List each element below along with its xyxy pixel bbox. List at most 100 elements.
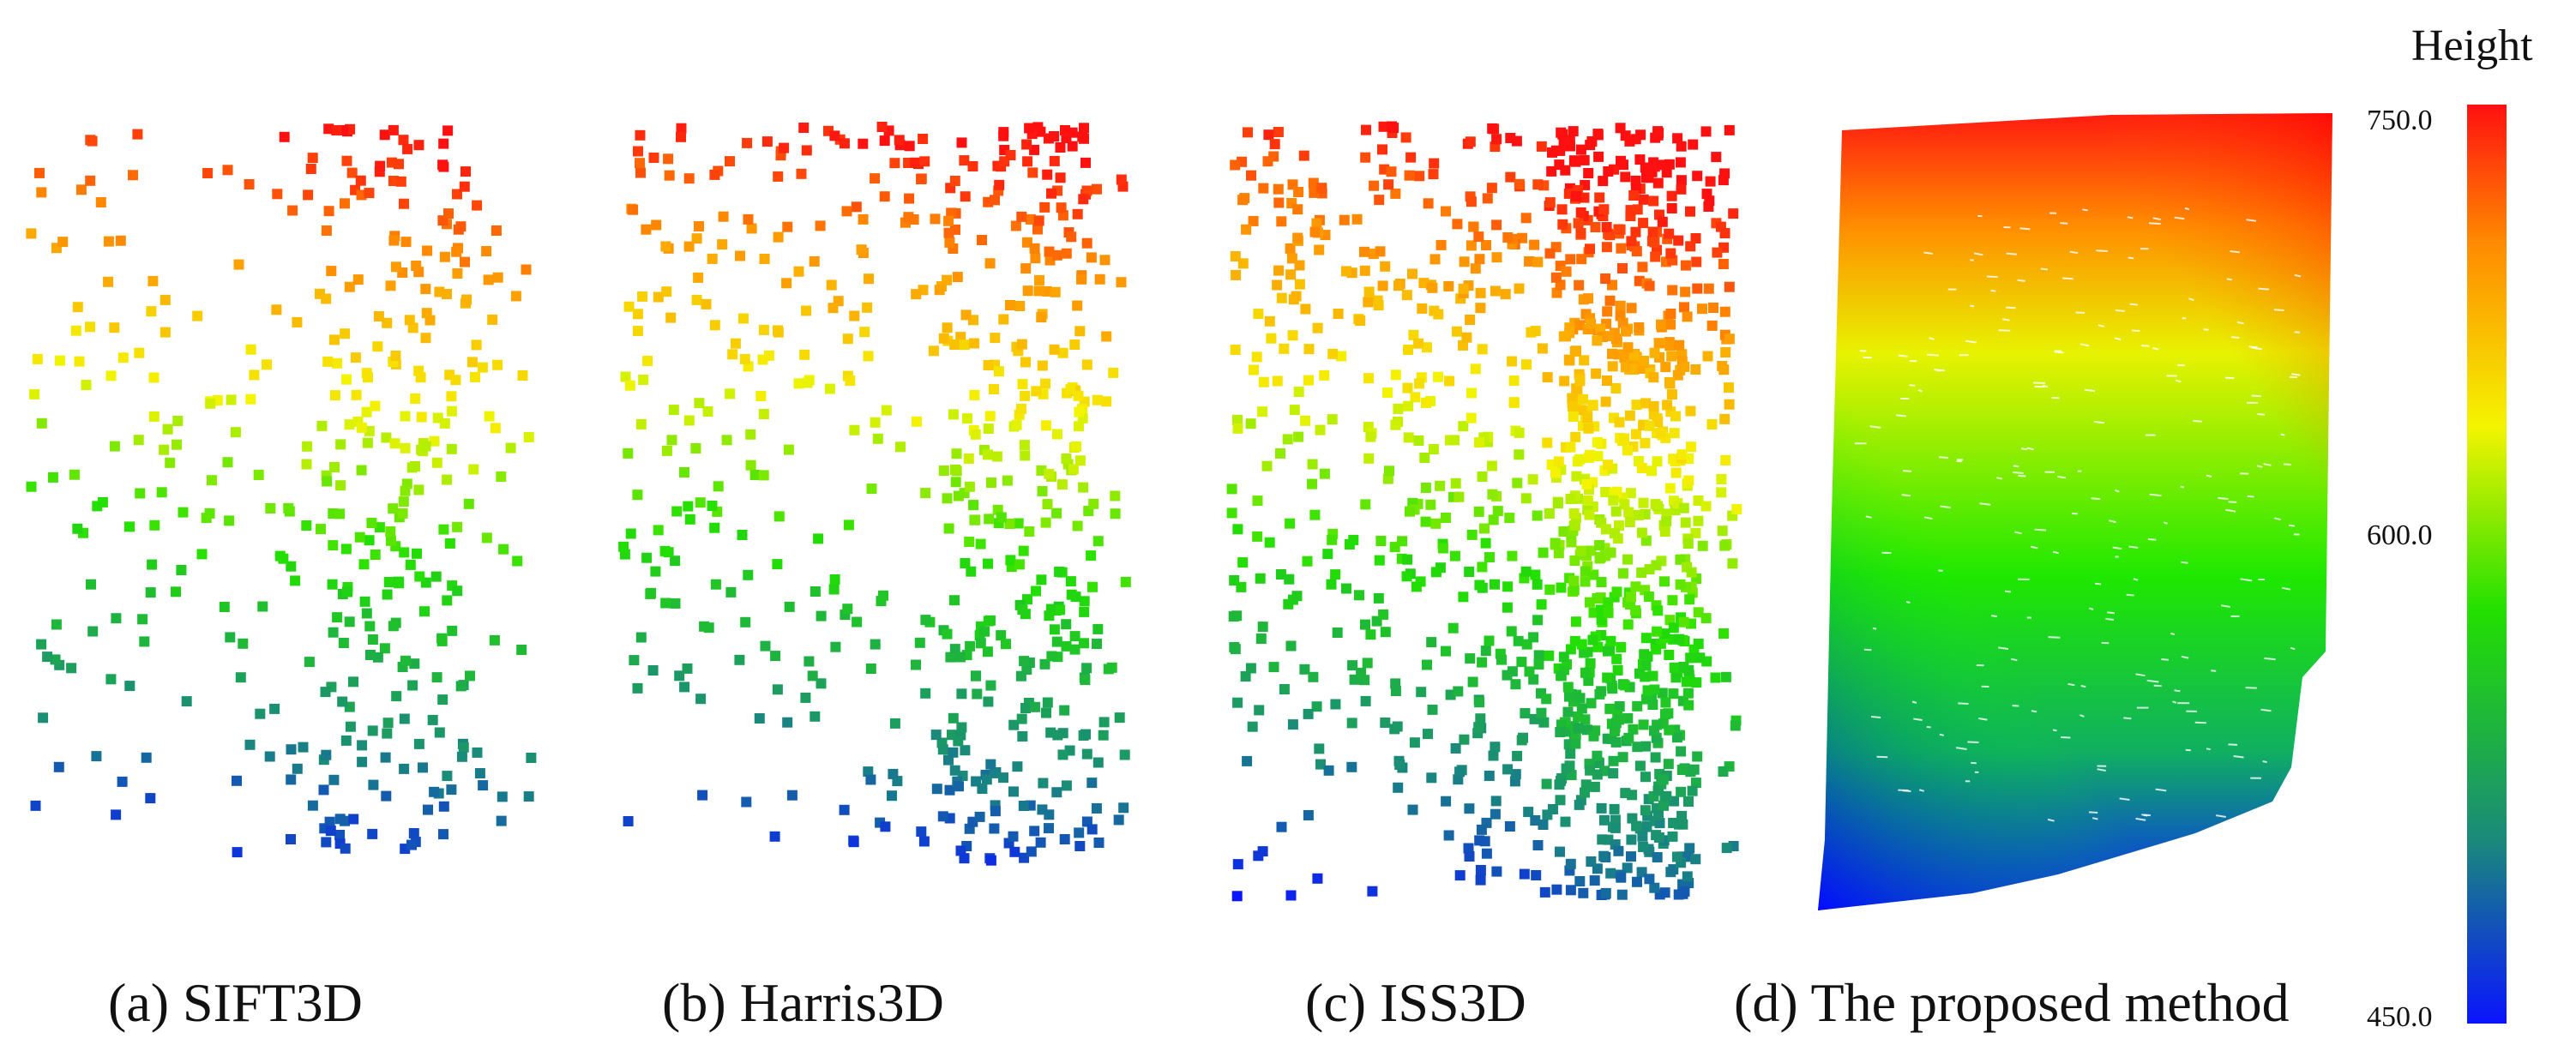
keypoint xyxy=(382,718,394,729)
keypoint xyxy=(370,550,381,560)
keypoint xyxy=(1282,434,1293,445)
keypoint xyxy=(870,639,881,650)
keypoint xyxy=(1476,824,1487,835)
keypoint xyxy=(1570,738,1581,749)
keypoint xyxy=(1575,207,1586,218)
caption-a: (a) SIFT3D xyxy=(108,972,363,1033)
keypoint xyxy=(1565,254,1576,265)
keypoint xyxy=(1491,252,1502,263)
keypoint xyxy=(1610,528,1620,539)
keypoint xyxy=(1374,555,1385,566)
keypoint xyxy=(1490,808,1501,820)
keypoint xyxy=(1492,506,1503,517)
keypoint xyxy=(1667,285,1678,296)
keypoint xyxy=(452,586,463,597)
keypoint xyxy=(326,266,337,277)
scan-fleck xyxy=(2228,501,2237,503)
keypoint xyxy=(1602,672,1613,683)
keypoint xyxy=(1461,332,1472,343)
keypoint xyxy=(1584,509,1595,520)
keypoint xyxy=(1363,286,1375,297)
keypoint xyxy=(942,322,953,333)
keypoint xyxy=(1118,802,1129,814)
keypoint xyxy=(1377,144,1387,155)
keypoint xyxy=(69,469,80,480)
keypoint xyxy=(1666,389,1677,400)
keypoint xyxy=(842,333,853,345)
scan-fleck xyxy=(2152,346,2159,351)
keypoint xyxy=(1273,127,1284,137)
keypoint xyxy=(1628,350,1639,361)
keypoint xyxy=(1648,157,1659,168)
keypoint xyxy=(328,334,340,345)
keypoint xyxy=(1523,807,1534,818)
keypoint xyxy=(1688,764,1700,775)
keypoint xyxy=(1279,343,1290,354)
keypoint xyxy=(967,161,978,171)
keypoint xyxy=(1040,517,1051,528)
keypoint xyxy=(1393,782,1404,793)
keypoint xyxy=(1685,405,1696,417)
keypoint xyxy=(810,711,821,722)
keypoint xyxy=(1232,524,1243,535)
keypoint xyxy=(442,125,454,136)
keypoint xyxy=(269,703,280,714)
scan-fleck xyxy=(2091,497,2101,501)
keypoint xyxy=(434,286,445,297)
keypoint xyxy=(1646,465,1657,477)
keypoint xyxy=(1530,326,1541,337)
keypoint xyxy=(1086,550,1097,562)
keypoint xyxy=(1569,635,1580,646)
keypoint xyxy=(1610,722,1621,733)
keypoint xyxy=(863,351,874,362)
keypoint xyxy=(1303,810,1314,820)
keypoint xyxy=(666,435,677,446)
keypoint xyxy=(1680,517,1691,528)
scan-fleck xyxy=(2161,658,2169,661)
keypoint xyxy=(1620,171,1631,183)
keypoint xyxy=(1638,194,1649,205)
keypoint xyxy=(960,745,971,756)
keypoint xyxy=(1289,405,1300,416)
keypoint xyxy=(1679,361,1690,372)
keypoint xyxy=(1465,315,1476,325)
keypoint xyxy=(1255,573,1266,584)
keypoint xyxy=(1382,387,1393,399)
keypoint xyxy=(1401,290,1412,301)
keypoint xyxy=(1559,375,1570,387)
keypoint xyxy=(1624,410,1635,421)
keypoint xyxy=(1308,671,1319,682)
keypoint xyxy=(1603,459,1613,471)
keypoint xyxy=(816,678,827,689)
keypoint xyxy=(1552,498,1563,509)
keypoint xyxy=(1474,697,1485,708)
keypoint xyxy=(1574,375,1586,387)
keypoint xyxy=(760,640,771,652)
keypoint xyxy=(55,355,65,366)
keypoint xyxy=(505,442,516,453)
keypoint xyxy=(1359,265,1370,276)
keypoint xyxy=(86,579,96,590)
keypoint xyxy=(97,496,108,507)
keypoint xyxy=(998,772,1008,784)
keypoint xyxy=(1072,208,1083,219)
keypoint xyxy=(381,432,392,443)
keypoint xyxy=(1724,124,1735,135)
keypoint xyxy=(1640,671,1651,682)
keypoint xyxy=(773,325,783,336)
keypoint xyxy=(1660,362,1671,373)
keypoint xyxy=(1380,718,1391,728)
keypoint xyxy=(1504,513,1515,524)
keypoint xyxy=(1079,606,1090,617)
keypoint xyxy=(305,164,316,174)
keypoint xyxy=(942,493,953,504)
keypoint xyxy=(1088,498,1099,509)
keypoint xyxy=(397,507,408,519)
keypoint xyxy=(420,284,431,295)
keypoint xyxy=(1600,487,1611,497)
keypoint xyxy=(676,131,686,142)
keypoint xyxy=(1664,228,1675,239)
keypoint xyxy=(1600,524,1611,535)
keypoint xyxy=(1510,769,1521,780)
keypoint xyxy=(880,821,891,832)
